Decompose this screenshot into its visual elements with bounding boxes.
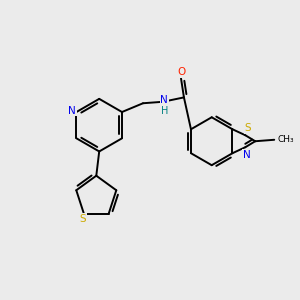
Text: S: S (79, 214, 86, 224)
Text: CH₃: CH₃ (278, 135, 294, 144)
Text: H: H (161, 106, 168, 116)
Text: N: N (68, 106, 76, 116)
Text: N: N (160, 95, 168, 105)
Text: O: O (177, 67, 185, 77)
Text: N: N (243, 150, 250, 160)
Text: S: S (244, 123, 251, 133)
